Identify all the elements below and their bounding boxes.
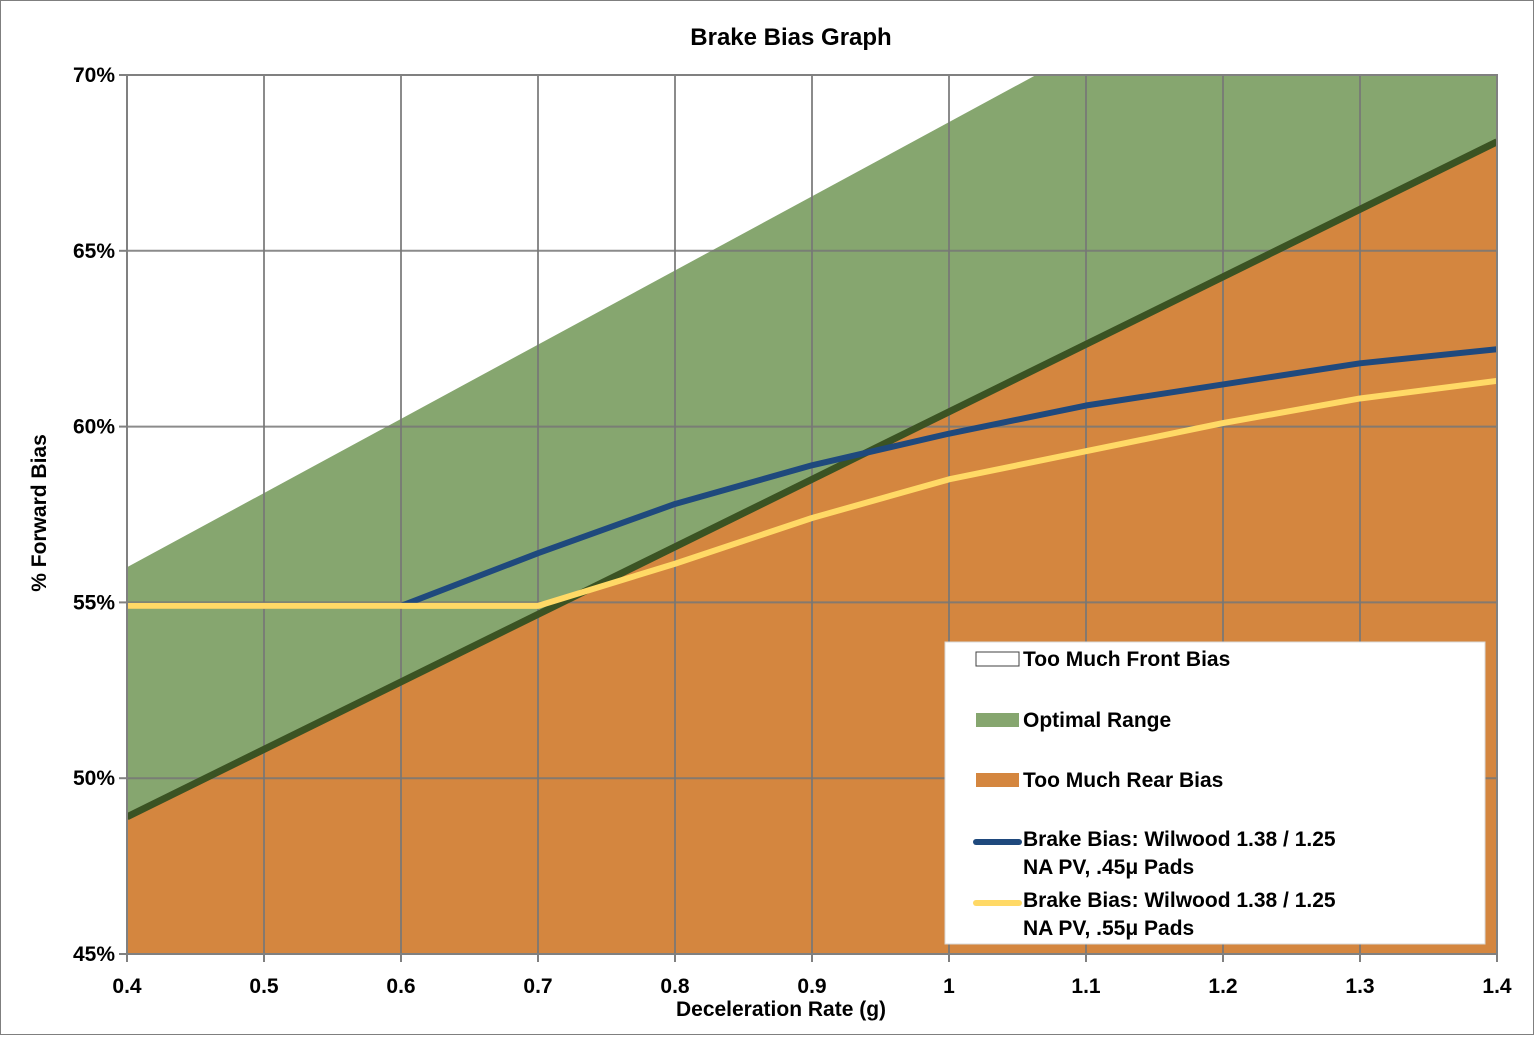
x-tick-label: 0.9 xyxy=(797,975,826,998)
x-tick-label: 0.4 xyxy=(112,975,142,998)
legend-swatch-optimal-range xyxy=(976,713,1019,727)
y-tick-label: 60% xyxy=(73,416,115,439)
optimal-boundary-line xyxy=(127,138,1497,821)
x-tick-label: 1.1 xyxy=(1071,975,1101,998)
y-tick-label: 45% xyxy=(73,943,115,966)
legend-label: NA PV, .55μ Pads xyxy=(1023,917,1194,940)
series-line-2 xyxy=(127,377,1497,609)
legend-label: Optimal Range xyxy=(1023,709,1171,732)
x-tick-label: 0.6 xyxy=(386,975,415,998)
x-axis-ticks: 0.4 0.5 0.6 0.7 0.8 0.9 1 1.1 1.2 1.3 1.4 xyxy=(112,954,1512,998)
y-tick-label: 65% xyxy=(73,240,115,263)
legend-label: NA PV, .45μ Pads xyxy=(1023,856,1194,879)
y-axis-title: % Forward Bias xyxy=(28,434,51,592)
legend: Too Much Front Bias Optimal Range Too Much… xyxy=(944,641,1486,945)
legend-swatch-front-bias xyxy=(975,651,1020,667)
chart-title: Brake Bias Graph xyxy=(690,24,891,51)
legend-label: Too Much Front Bias xyxy=(1023,648,1230,671)
x-tick-label: 1 xyxy=(943,975,955,998)
legend-label: Brake Bias: Wilwood 1.38 / 1.25 xyxy=(1023,889,1336,912)
y-tick-label: 55% xyxy=(73,591,115,614)
x-tick-label: 1.2 xyxy=(1208,975,1237,998)
legend-label: Brake Bias: Wilwood 1.38 / 1.25 xyxy=(1023,828,1336,851)
x-tick-label: 1.4 xyxy=(1482,975,1512,998)
x-tick-label: 0.7 xyxy=(523,975,552,998)
x-axis-title: Deceleration Rate (g) xyxy=(676,998,886,1021)
x-tick-label: 0.8 xyxy=(660,975,690,998)
y-axis-ticks: 45% 50% 55% 60% 65% 70% xyxy=(73,64,127,966)
legend-box xyxy=(944,641,1486,945)
y-tick-label: 50% xyxy=(73,767,115,790)
y-tick-label: 70% xyxy=(73,64,115,87)
x-tick-label: 1.3 xyxy=(1345,975,1374,998)
legend-label: Too Much Rear Bias xyxy=(1023,769,1223,792)
legend-swatch-rear-bias xyxy=(976,773,1019,787)
x-tick-label: 0.5 xyxy=(249,975,279,998)
